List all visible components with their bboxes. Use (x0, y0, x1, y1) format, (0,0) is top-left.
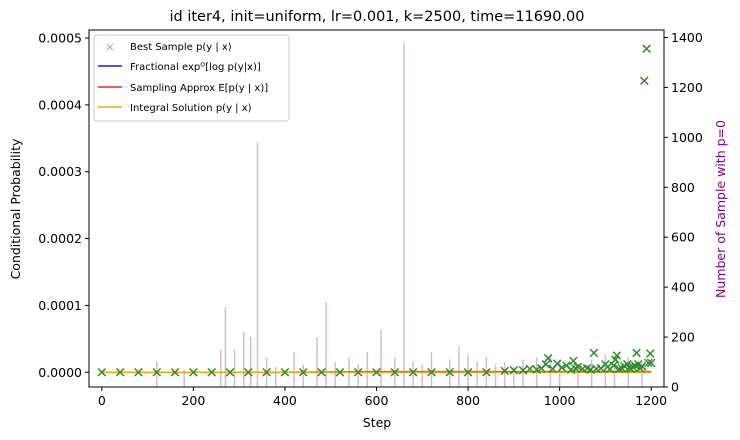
best-sample-point (134, 367, 143, 377)
best-sample-point (317, 367, 326, 377)
best-sample-point (390, 367, 400, 377)
best-sample-point (639, 76, 649, 86)
best-sample-point (612, 351, 622, 360)
legend-label-sampling: Sampling Approx E[p(y | x)] (130, 83, 268, 94)
y-right-tick-label: 800 (671, 180, 695, 195)
best-sample-point (243, 367, 253, 377)
legend-label-fractional: Fractional expᴼ[log p(y|x)] (130, 62, 261, 73)
y-right-tick-label: 600 (671, 230, 695, 245)
best-sample-point (569, 356, 578, 366)
best-sample-point (557, 363, 567, 372)
y-tick-label: 0.0002 (38, 231, 82, 246)
legend-box (93, 34, 290, 122)
best-sample-point (152, 367, 162, 377)
legend-label-best-sample: Best Sample p(y | x) (130, 42, 232, 53)
best-sample-point (280, 367, 290, 377)
best-sample-point (609, 361, 618, 370)
legend-marker-best-sample: × (105, 40, 115, 54)
best-sample-point (427, 367, 436, 377)
best-sample-point (262, 367, 271, 377)
best-sample-point (509, 365, 519, 375)
best-sample-point (372, 367, 381, 377)
y-axis-right-label: Number of Sample with p=0 (713, 120, 728, 298)
best-sample-point (525, 364, 535, 374)
best-sample-point (170, 367, 180, 377)
best-sample-point (463, 367, 473, 377)
x-tick-label: 1200 (635, 393, 667, 408)
y-axis-left: 0.0000 0.0001 0.0002 0.0003 0.0004 0.0005 (38, 31, 89, 380)
best-sample-point (500, 366, 510, 376)
y-tick-label: 0.0001 (38, 298, 82, 313)
best-sample-point (298, 367, 308, 377)
x-axis: 0 200 400 600 800 1000 1200 (98, 387, 667, 408)
best-sample-point (637, 361, 647, 371)
best-sample-point (644, 358, 653, 368)
y-right-tick-label: 1000 (671, 130, 703, 145)
y-tick-label: 0.0004 (38, 97, 82, 112)
best-sample-point (353, 367, 363, 377)
right-axis-bars (156, 42, 643, 387)
best-sample-point (445, 367, 455, 377)
best-sample-point (589, 348, 599, 358)
best-sample-point (518, 365, 528, 375)
best-sample-point (642, 44, 651, 54)
x-axis-label: Step (363, 415, 392, 430)
y-tick-label: 0.0005 (38, 31, 82, 46)
best-sample-point (97, 367, 107, 377)
best-sample-point (335, 367, 345, 377)
best-sample-point (207, 367, 217, 377)
y-right-tick-label: 400 (671, 280, 695, 295)
y-right-tick-label: 200 (671, 330, 695, 345)
x-tick-label: 400 (273, 393, 297, 408)
y-right-tick-label: 1400 (671, 30, 703, 45)
best-sample-point (646, 358, 656, 368)
best-sample-point (189, 367, 198, 377)
x-tick-label: 0 (98, 393, 106, 408)
y-right-tick-label: 1200 (671, 80, 703, 95)
legend: × Best Sample p(y | x) Fractional expᴼ[l… (93, 34, 290, 122)
x-tick-label: 800 (456, 393, 480, 408)
best-sample-point (632, 348, 641, 358)
best-sample-point (614, 364, 624, 374)
best-sample-point (645, 349, 655, 358)
best-sample-point (573, 362, 583, 372)
chart-title: id iter4, init=uniform, lr=0.001, k=2500… (169, 9, 584, 25)
legend-label-integral: Integral Solution p(y | x) (130, 103, 252, 114)
best-sample-point (115, 367, 125, 377)
best-sample-points (97, 44, 656, 377)
y-axis-label: Conditional Probability (8, 138, 23, 279)
y-tick-label: 0.0003 (38, 164, 82, 179)
best-sample-point (541, 359, 551, 369)
x-tick-label: 600 (365, 393, 389, 408)
best-sample-point (408, 367, 418, 377)
best-sample-point (482, 367, 491, 377)
y-tick-label: 0.0000 (38, 365, 82, 380)
best-sample-point (543, 353, 553, 363)
x-tick-label: 200 (181, 393, 205, 408)
x-tick-label: 1000 (544, 393, 576, 408)
y-right-tick-label: 0 (671, 380, 679, 395)
best-sample-point (225, 367, 235, 377)
y-axis-right: 0 200 400 600 800 1000 1200 1400 (664, 30, 703, 395)
